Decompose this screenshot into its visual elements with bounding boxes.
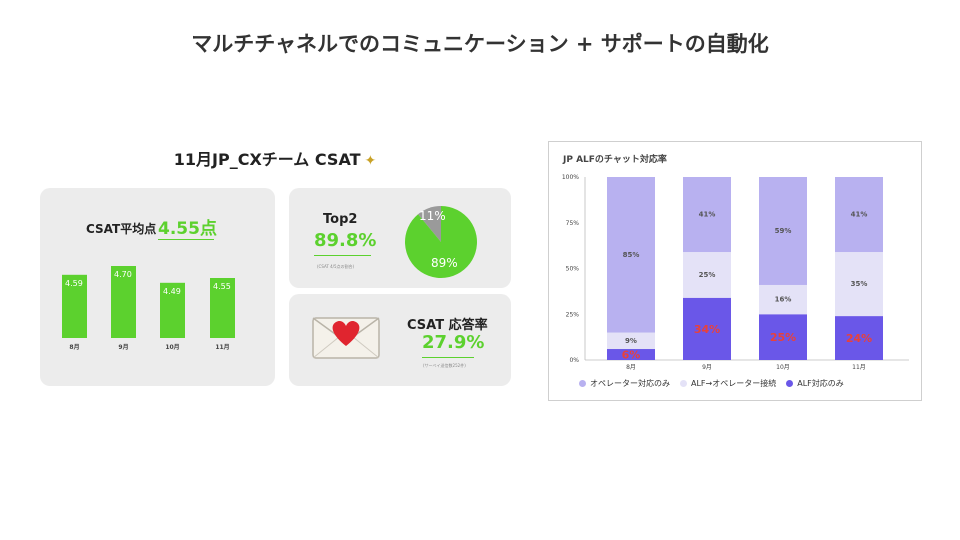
top2-pie-chart: 89% 11% <box>405 206 477 278</box>
legend-label-operator-only: オペレーター対応のみ <box>590 379 670 388</box>
csat-bar-value-label: 4.59 <box>65 279 83 288</box>
response-rate-underline <box>422 357 474 358</box>
stacked-segment-label: 25% <box>699 271 716 279</box>
stacked-bar-segment <box>835 177 883 253</box>
pie-slice <box>405 206 477 278</box>
legend-label-alf-to-operator: ALF→オペレーター接続 <box>691 379 777 388</box>
stacked-segment-label: 85% <box>623 251 640 259</box>
pie-label-main: 89% <box>431 256 458 270</box>
stacked-bar-segment <box>607 332 655 350</box>
csat-bar <box>62 274 87 338</box>
csat-average-value: 4.55点 <box>158 219 217 239</box>
alf-chat-chart-panel: JP ALFのチャット対応率 0% 25% 50% 75% 100% 6% 9% 85% 8月 3… <box>548 141 922 401</box>
csat-bar-value-label: 4.49 <box>163 287 181 296</box>
stacked-bar-segment <box>835 252 883 317</box>
csat-x-tick-label: 11月 <box>215 343 229 351</box>
response-rate-label: CSAT 応答率 <box>407 318 488 333</box>
stacked-segment-label: 6% <box>622 349 641 362</box>
response-rate-value: 27.9% <box>422 332 485 353</box>
stacked-bar-segment <box>835 316 883 360</box>
y-tick-label: 25% <box>566 311 580 318</box>
stacked-segment-label: 35% <box>851 280 868 288</box>
stacked-segment-label: 34% <box>694 323 720 336</box>
y-tick-label: 0% <box>569 357 579 364</box>
stacked-segment-label: 41% <box>699 211 716 219</box>
alf-chart-legend: オペレーター対応のみ ALF→オペレーター接続 ALF対応のみ <box>579 378 844 389</box>
stacked-bar-segment <box>683 252 731 298</box>
stacked-segment-label: 24% <box>846 332 872 345</box>
top2-label: Top2 <box>323 212 358 227</box>
stacked-x-tick-label: 8月 <box>626 364 636 371</box>
response-rate-card: CSAT 応答率 27.9% (サーベイ送信数252件) <box>289 294 511 386</box>
legend-swatch-operator-only <box>579 380 586 387</box>
stacked-x-tick-label: 11月 <box>852 364 866 371</box>
stacked-segment-label: 41% <box>851 211 868 219</box>
csat-bar <box>111 266 136 338</box>
legend-swatch-alf-only <box>786 380 794 387</box>
legend-label-alf-only: ALF対応のみ <box>797 379 844 388</box>
dashboard-title-text: 11月JP_CXチーム CSAT <box>173 150 361 169</box>
csat-x-tick-label: 10月 <box>165 343 179 351</box>
csat-average-label: CSAT平均点 <box>86 222 157 236</box>
csat-average-card: CSAT平均点 4.55点 4.59 8月 4.70 9月 4.49 10月 4.55 11月 <box>40 188 275 386</box>
csat-x-tick-label: 8月 <box>69 343 79 351</box>
stacked-bar-segment <box>759 284 807 315</box>
stacked-segment-label: 16% <box>775 296 792 304</box>
top2-card: Top2 89.8% (CSAT 4/5点の割合) 89% 11% <box>289 188 511 288</box>
csat-x-tick-label: 9月 <box>118 343 128 351</box>
csat-bar-value-label: 4.70 <box>114 270 132 279</box>
stacked-segment-label: 59% <box>775 227 792 235</box>
stacked-segment-label: 25% <box>770 331 796 344</box>
dashboard-title: 11月JP_CXチーム CSAT ✦ <box>40 146 510 170</box>
y-tick-label: 50% <box>566 266 580 273</box>
legend-item-alf-to-operator: ALF→オペレーター接続 <box>680 378 776 389</box>
csat-bar-value-label: 4.55 <box>213 282 231 291</box>
legend-item-operator-only: オペレーター対応のみ <box>579 378 670 389</box>
csat-bar-chart: 4.59 8月 4.70 9月 4.49 10月 4.55 11月 <box>62 266 235 351</box>
slide-title: マルチチャネルでのコミュニケーション + サポートの自動化 <box>191 32 769 56</box>
stacked-x-tick-label: 9月 <box>702 364 712 371</box>
stacked-bar-segment <box>759 314 807 360</box>
y-tick-label: 100% <box>562 174 579 181</box>
top2-note: (CSAT 4/5点の割合) <box>317 264 355 269</box>
alf-chart-title: JP ALFのチャット対応率 <box>563 155 667 165</box>
csat-bar <box>160 282 185 338</box>
stacked-segment-label: 9% <box>625 337 637 345</box>
sparkle-icon: ✦ <box>364 153 377 169</box>
csat-bar <box>210 278 235 338</box>
stacked-x-tick-label: 10月 <box>776 364 790 371</box>
stacked-bar-segment <box>607 177 655 333</box>
stacked-bar-segment <box>607 349 655 360</box>
legend-swatch-alf-to-operator <box>680 380 687 387</box>
envelope-heart-icon <box>312 317 380 359</box>
top2-underline <box>314 255 371 256</box>
top2-value: 89.8% <box>314 230 377 251</box>
pie-slice <box>418 206 441 242</box>
alf-stacked-bar-chart: 0% 25% 50% 75% 100% 6% 9% 85% 8月 34% 25% 41% 9月 25% 16… <box>562 174 909 371</box>
stacked-bar-segment <box>683 177 731 253</box>
response-rate-note: (サーベイ送信数252件) <box>423 363 466 368</box>
stacked-bar-segment <box>759 177 807 285</box>
legend-item-alf-only: ALF対応のみ <box>786 378 844 389</box>
stacked-bar-segment <box>683 297 731 360</box>
y-tick-label: 75% <box>566 220 580 227</box>
pie-label-minor: 11% <box>419 209 446 223</box>
csat-average-underline <box>158 239 214 240</box>
